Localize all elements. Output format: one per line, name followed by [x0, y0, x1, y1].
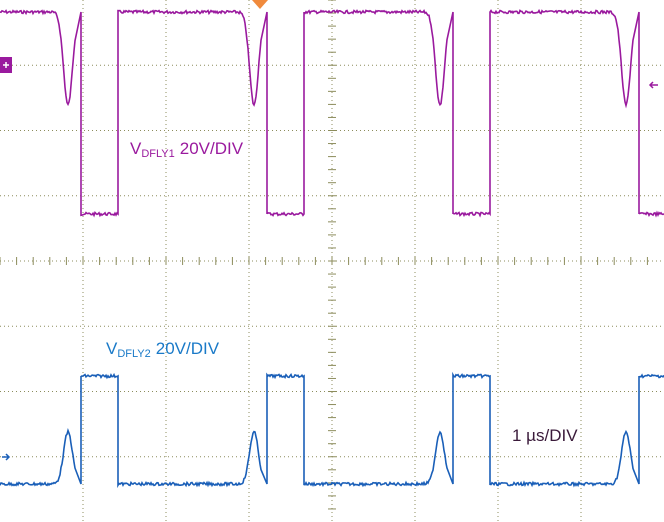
waveform-dfly2	[0, 371, 664, 489]
waveform-dfly1	[0, 8, 664, 218]
ch1-label-main: V	[130, 139, 142, 158]
trigger-level-marker	[648, 81, 658, 89]
ch2-label: VDFLY2 20V/DIV	[106, 339, 220, 360]
ch2-label-sub: DFLY2	[117, 348, 150, 360]
timebase-label: 1 µs/DIV	[512, 426, 578, 445]
ch1-label: VDFLY1 20V/DIV	[130, 139, 244, 160]
ch2-label-rest: 20V/DIV	[156, 339, 220, 358]
ch1-label-sub: DFLY1	[141, 148, 174, 160]
ch2-label-main: V	[106, 339, 118, 358]
ch1-marker-sign	[3, 62, 9, 68]
trigger-marker	[252, 0, 268, 9]
ch2-marker	[2, 453, 11, 461]
ch1-label-rest: 20V/DIV	[180, 139, 244, 158]
